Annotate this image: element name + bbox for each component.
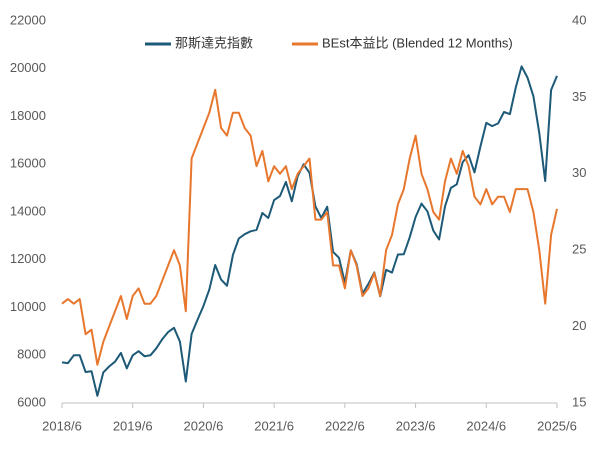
y-tick-label: 12000 (10, 251, 46, 266)
legend-label: 那斯達克指數 (175, 35, 253, 50)
y-tick-label: 14000 (10, 203, 46, 218)
y2-tick-label: 30 (572, 165, 586, 180)
y2-tick-label: 15 (572, 394, 586, 409)
y2-tick-label: 20 (572, 318, 586, 333)
y-tick-label: 8000 (17, 347, 46, 362)
x-tick-label: 2021/6 (254, 418, 294, 433)
x-tick-label: 2022/6 (325, 418, 365, 433)
x-tick-label: 2023/6 (396, 418, 436, 433)
y2-tick-label: 35 (572, 89, 586, 104)
legend-label: BEst本益比 (Blended 12 Months) (322, 35, 513, 50)
y-tick-label: 10000 (10, 299, 46, 314)
y2-tick-label: 25 (572, 242, 586, 257)
line-series (61, 88, 558, 366)
y-tick-label: 22000 (10, 12, 46, 27)
y-tick-label: 20000 (10, 60, 46, 75)
x-tick-label: 2025/6 (537, 418, 577, 433)
y2-tick-label: 40 (572, 12, 586, 27)
x-tick-label: 2019/6 (113, 418, 153, 433)
line-series (61, 65, 558, 397)
y-tick-label: 18000 (10, 108, 46, 123)
x-tick-label: 2020/6 (184, 418, 224, 433)
x-tick-label: 2024/6 (466, 418, 506, 433)
y-tick-label: 16000 (10, 156, 46, 171)
y-tick-label: 6000 (17, 394, 46, 409)
x-tick-label: 2018/6 (42, 418, 82, 433)
